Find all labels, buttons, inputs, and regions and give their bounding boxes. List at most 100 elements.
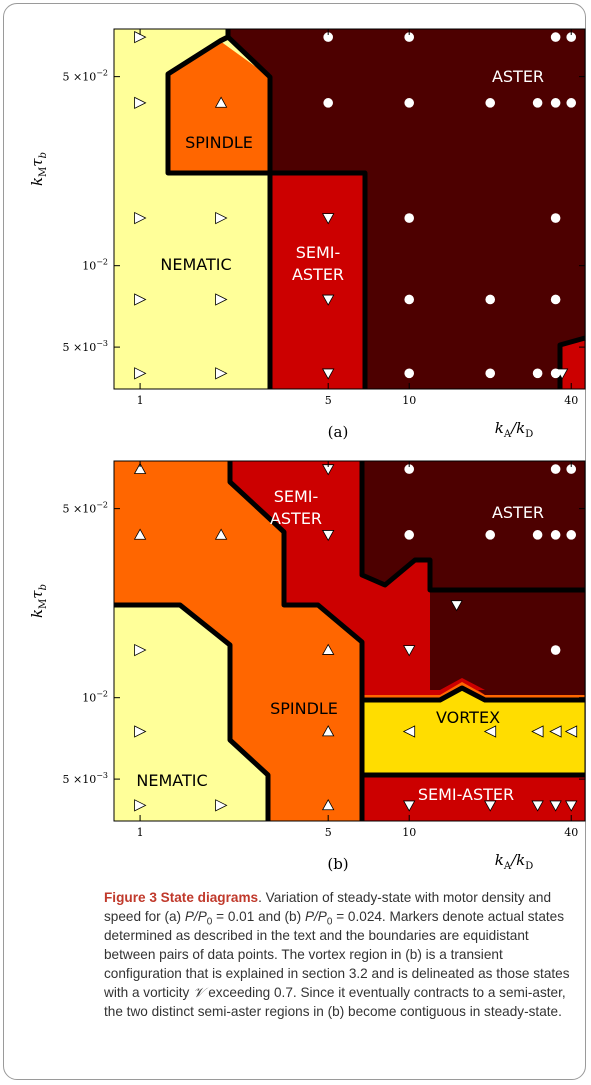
- state-diagram-figure: ASTER SPINDLE NEMATIC SEMI- ASTER 1 5 10 40…: [28, 28, 586, 873]
- caption-v3: exceeding 0.7. Since it eventually contr…: [104, 985, 566, 1019]
- marker-b-17: [549, 800, 562, 812]
- marker-b-19: [402, 725, 416, 738]
- marker-b-21: [531, 725, 544, 738]
- x-tick-label-b-2: 10: [402, 826, 416, 839]
- boundary-vortex-b: [359, 685, 585, 778]
- label-nematic-b: NEMATIC: [136, 771, 207, 790]
- markers-b: [133, 462, 578, 812]
- marker-a-19: [404, 368, 415, 379]
- y-tick-label-b-2: 5 ×10−3: [62, 771, 108, 786]
- marker-b-30: [550, 645, 561, 655]
- marker-b-11: [322, 530, 335, 542]
- marker-b-7: [134, 725, 147, 738]
- marker-a-2: [134, 211, 147, 225]
- x-axis-label-b: kA/kD: [495, 851, 534, 872]
- caption-v1: = 0.01 and (b): [216, 909, 305, 924]
- marker-a-17: [404, 213, 415, 223]
- marker-b-20: [483, 725, 497, 738]
- marker-a-6: [215, 293, 228, 306]
- marker-b-5: [322, 798, 335, 811]
- marker-a-26: [550, 98, 561, 108]
- marker-b-28: [550, 464, 561, 474]
- marker-b-3: [322, 643, 335, 655]
- marker-b-25: [404, 530, 415, 540]
- region-semiaster-a: [270, 173, 365, 389]
- boundary-aster-a: [218, 34, 368, 389]
- caption-ratio-1: P/P: [184, 909, 207, 924]
- caption-vorticity: 𝒱: [193, 985, 205, 1000]
- marker-a-21: [485, 294, 496, 305]
- boundary-spindle-b: [227, 461, 365, 821]
- marker-a-25: [550, 32, 561, 42]
- caption-p1: . Variation of steady-state with motor d…: [104, 890, 552, 924]
- marker-a-16: [404, 98, 415, 108]
- marker-b-4: [322, 725, 335, 737]
- marker-a-9: [322, 213, 335, 225]
- marker-a-31: [566, 98, 577, 108]
- axes-b: 1 5 10 40 5 ×10−2 10−2 5 ×10−3 kA/kD kMτb (b): [28, 460, 586, 873]
- panel-a: ASTER SPINDLE NEMATIC SEMI- ASTER 1 5 10 40…: [28, 28, 586, 441]
- marker-a-7: [215, 367, 228, 380]
- marker-b-18: [565, 800, 578, 812]
- marker-b-0: [133, 462, 147, 474]
- caption-v2: = 0.024. Markers denote actual states de…: [104, 909, 570, 1000]
- plot-frame-b: [113, 460, 586, 822]
- caption-sub-1: 0: [206, 916, 213, 928]
- marker-b-14: [403, 800, 416, 812]
- marker-b-29: [550, 530, 561, 540]
- label-semi-b-2: ASTER: [270, 509, 322, 528]
- plot-frame-a: [113, 28, 586, 390]
- region-aster-main-b: [362, 461, 585, 690]
- label-semi-a-1: SEMI-: [296, 243, 341, 262]
- marker-a-29: [550, 368, 561, 379]
- regions-b: [114, 461, 585, 821]
- marker-a-4: [134, 367, 147, 380]
- x-tick-label-a-2: 10: [402, 394, 416, 407]
- y-tick-label-b-1: 10−2: [82, 690, 108, 705]
- marker-b-16: [531, 800, 544, 812]
- x-tick-label-a-0: 1: [137, 394, 144, 407]
- marker-a-27: [550, 213, 561, 223]
- marker-b-2: [214, 528, 228, 540]
- x-axis-label-a: kA/kD: [495, 419, 534, 440]
- region-aster-a: [228, 29, 585, 389]
- marker-b-6: [134, 643, 147, 657]
- marker-b-12: [450, 600, 463, 612]
- marker-a-28: [550, 294, 561, 305]
- label-semiaster-lower-b: SEMI-ASTER: [418, 785, 514, 804]
- marker-a-22: [485, 368, 496, 379]
- marker-a-10: [322, 294, 335, 306]
- label-vortex-b: VORTEX: [436, 708, 500, 727]
- label-spindle-a: SPINDLE: [185, 133, 253, 152]
- boundary-nematic-b: [114, 602, 271, 821]
- marker-a-15: [404, 32, 415, 42]
- marker-a-18: [404, 294, 415, 305]
- y-tick-label-a-1: 10−2: [82, 258, 108, 273]
- marker-b-13: [403, 645, 416, 657]
- marker-b-22: [549, 725, 562, 738]
- marker-a-1: [134, 96, 147, 109]
- marker-b-31: [566, 464, 577, 474]
- marker-b-24: [404, 464, 415, 474]
- marker-a-14: [323, 98, 333, 108]
- marker-a-3: [134, 293, 147, 306]
- marker-b-32: [566, 530, 577, 540]
- x-tick-label-b-0: 1: [137, 826, 144, 839]
- label-aster-b: ASTER: [492, 503, 544, 522]
- x-tick-label-a-1: 5: [325, 394, 332, 407]
- region-vortex-b: [362, 688, 585, 775]
- y-tick-label-b-0: 5 ×10−2: [62, 501, 108, 516]
- region-labels-a: ASTER SPINDLE NEMATIC SEMI- ASTER: [160, 67, 544, 284]
- panel-label-a: (a): [328, 423, 349, 441]
- panel-b: SEMI- ASTER ASTER SPINDLE VORTEX NEMATIC…: [28, 460, 586, 873]
- marker-a-5: [215, 211, 228, 225]
- boundary-aster-b: [359, 461, 585, 593]
- marker-a-23: [532, 98, 543, 108]
- y-tick-label-a-0: 5 ×10−2: [62, 69, 108, 84]
- x-tick-label-b-3: 40: [564, 826, 578, 839]
- region-semiaster-lower-b: [362, 775, 585, 821]
- marker-a-8: [214, 96, 228, 108]
- label-aster-a: ASTER: [492, 67, 544, 86]
- caption-sub-2: 0: [326, 916, 333, 928]
- x-tick-label-a-3: 40: [564, 394, 578, 407]
